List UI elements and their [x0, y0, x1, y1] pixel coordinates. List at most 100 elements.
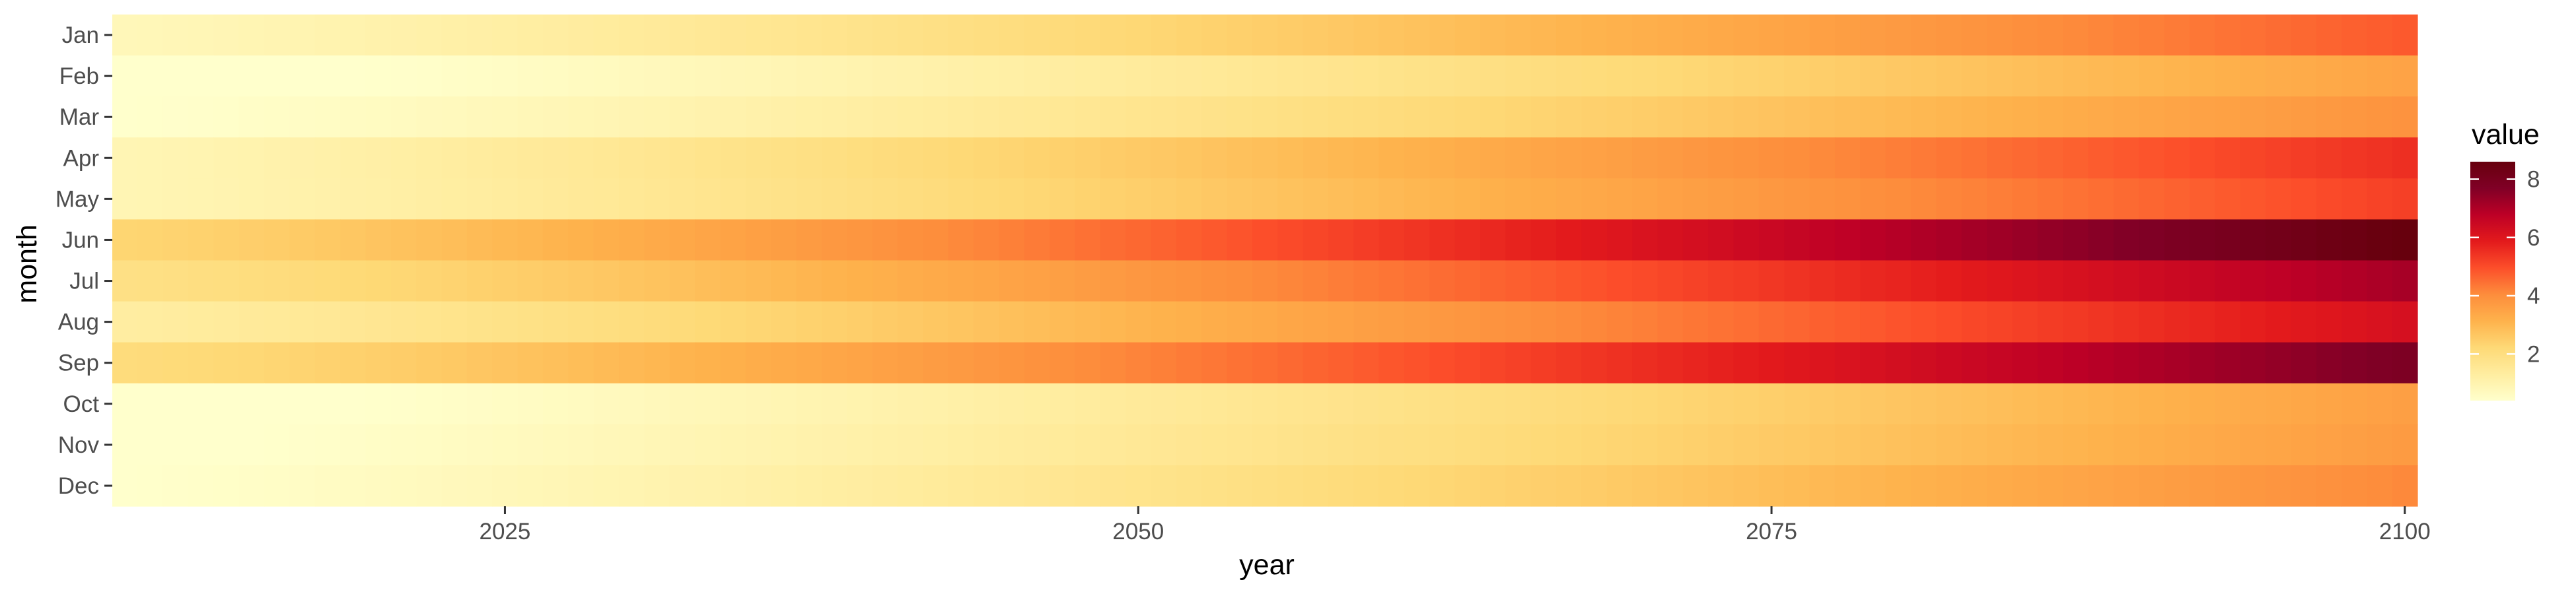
heatmap-cell — [188, 137, 214, 179]
heatmap-cell — [771, 260, 797, 302]
heatmap-cell — [1809, 465, 1836, 507]
heatmap-cell — [1201, 424, 1228, 466]
heatmap-cell — [1303, 96, 1329, 138]
heatmap-cell — [1151, 15, 1177, 56]
heatmap-cell — [2341, 55, 2367, 97]
heatmap-cell — [542, 15, 569, 56]
heatmap-cell — [1176, 96, 1202, 138]
heatmap-cell — [872, 383, 898, 425]
heatmap-cell — [365, 55, 392, 97]
heatmap-cell — [1024, 301, 1050, 343]
heatmap-cell — [1556, 342, 1582, 384]
heatmap-cell — [897, 15, 923, 56]
heatmap-cell — [2367, 137, 2393, 179]
heatmap-cell — [847, 424, 873, 466]
heatmap-cell — [1378, 55, 1405, 97]
heatmap-cell — [1834, 96, 1861, 138]
heatmap-cell — [2012, 260, 2038, 302]
heatmap-cell — [1404, 301, 1430, 343]
heatmap-cell — [1429, 424, 1456, 466]
heatmap-cell — [1176, 301, 1202, 343]
heatmap-cell — [1758, 178, 1785, 220]
heatmap-cell — [162, 465, 189, 507]
heatmap-cell — [1758, 15, 1785, 56]
heatmap-cell — [238, 424, 265, 466]
y-tick-label: Jul — [69, 269, 99, 294]
heatmap-cell — [1733, 301, 1760, 343]
heatmap-cell — [1429, 301, 1456, 343]
heatmap-cell — [593, 383, 620, 425]
heatmap-cell — [973, 424, 999, 466]
heatmap-cell — [2392, 383, 2418, 425]
heatmap-cell — [1075, 383, 1101, 425]
heatmap-cell — [1885, 342, 1912, 384]
heatmap-cell — [1632, 301, 1659, 343]
heatmap-cell — [1556, 219, 1582, 261]
heatmap-cell — [2113, 301, 2139, 343]
heatmap-cell — [720, 383, 746, 425]
heatmap-cell — [1758, 342, 1785, 384]
heatmap-cell — [2037, 137, 2063, 179]
heatmap-cell — [188, 383, 214, 425]
heatmap-cell — [238, 15, 265, 56]
heatmap-cell — [872, 465, 898, 507]
heatmap-cell — [2012, 137, 2038, 179]
heatmap-cell — [1758, 96, 1785, 138]
heatmap-cell — [1910, 301, 1937, 343]
heatmap-cell — [188, 465, 214, 507]
heatmap-cell — [897, 260, 923, 302]
heatmap-cell — [973, 15, 999, 56]
heatmap-cell — [2240, 424, 2266, 466]
heatmap-row-may — [112, 178, 2418, 220]
heatmap-cell — [644, 342, 670, 384]
heatmap-cell — [2291, 219, 2317, 261]
heatmap-cell — [340, 424, 367, 466]
heatmap-cell — [568, 424, 594, 466]
heatmap-cell — [1404, 96, 1430, 138]
heatmap-cell — [796, 178, 822, 220]
legend-tick-label: 8 — [2527, 166, 2540, 192]
heatmap-cell — [2164, 137, 2190, 179]
heatmap-cell — [1277, 137, 1304, 179]
heatmap-cell — [948, 178, 974, 220]
heatmap-cell — [162, 96, 189, 138]
heatmap-cell — [1404, 424, 1430, 466]
heatmap-cell — [1505, 178, 1532, 220]
heatmap-cell — [1050, 178, 1075, 220]
heatmap-cell — [1480, 342, 1506, 384]
heatmap-cell — [466, 424, 493, 466]
heatmap-cell — [999, 96, 1025, 138]
heatmap-cell — [466, 137, 493, 179]
heatmap-cell — [1151, 301, 1177, 343]
heatmap-cell — [1429, 55, 1456, 97]
heatmap-cell — [1454, 178, 1481, 220]
heatmap-cell — [999, 342, 1025, 384]
heatmap-cell — [619, 55, 645, 97]
heatmap-cell — [2240, 260, 2266, 302]
heatmap-cell — [1201, 137, 1228, 179]
heatmap-cell — [1429, 178, 1456, 220]
heatmap-cell — [1606, 137, 1633, 179]
heatmap-cell — [2265, 465, 2291, 507]
heatmap-cell — [1708, 383, 1735, 425]
heatmap-cell — [1100, 260, 1126, 302]
y-tick-label: May — [55, 186, 100, 212]
heatmap-cell — [619, 178, 645, 220]
heatmap-cell — [264, 55, 291, 97]
heatmap-cell — [745, 342, 771, 384]
heatmap-cell — [1556, 301, 1582, 343]
heatmap-cell — [847, 96, 873, 138]
heatmap-cell — [1885, 96, 1912, 138]
heatmap-cell — [1581, 424, 1608, 466]
heatmap-cell — [1758, 137, 1785, 179]
heatmap-cell — [948, 219, 974, 261]
heatmap-cell — [289, 301, 316, 343]
heatmap-cell — [619, 137, 645, 179]
heatmap-cell — [416, 465, 443, 507]
heatmap-cell — [568, 301, 594, 343]
heatmap-cell — [821, 55, 847, 97]
heatmap-cell — [593, 465, 620, 507]
heatmap-cell — [593, 424, 620, 466]
heatmap-cell — [1050, 342, 1075, 384]
